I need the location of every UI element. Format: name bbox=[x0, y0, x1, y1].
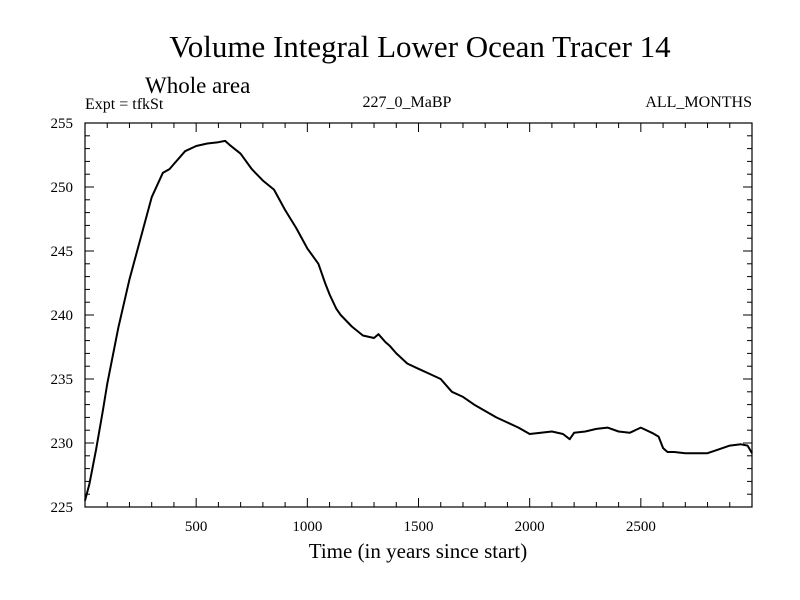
x-tick-label: 1500 bbox=[404, 519, 434, 535]
center-label: 227_0_MaBP bbox=[363, 94, 452, 111]
right-label: ALL_MONTHS bbox=[645, 94, 752, 111]
y-tick-label: 250 bbox=[51, 180, 74, 196]
y-axis: 225 230 235 240 245 250 255 bbox=[51, 116, 752, 516]
x-tick-label: 2000 bbox=[515, 519, 545, 535]
plot-frame bbox=[84, 122, 753, 508]
x-tick-label: 1000 bbox=[292, 519, 322, 535]
x-tick-label: 500 bbox=[185, 519, 208, 535]
series-line-tracer14 bbox=[84, 139, 753, 501]
x-tick-label: 2500 bbox=[626, 519, 656, 535]
expt-label: Expt = tfkSt bbox=[85, 96, 164, 113]
y-tick-label: 240 bbox=[51, 308, 74, 324]
y-tick-label: 230 bbox=[51, 436, 74, 452]
y-tick-label: 235 bbox=[51, 372, 74, 388]
x-axis: 500 1000 1500 2000 2500 bbox=[106, 123, 731, 535]
y-tick-label: 225 bbox=[51, 500, 74, 516]
y-tick-label: 255 bbox=[51, 116, 74, 132]
x-axis-label: Time (in years since start) bbox=[309, 539, 528, 563]
chart-title: Volume Integral Lower Ocean Tracer 14 bbox=[169, 29, 671, 64]
chart-subtitle: Whole area bbox=[145, 73, 250, 98]
y-tick-label: 245 bbox=[51, 244, 74, 260]
